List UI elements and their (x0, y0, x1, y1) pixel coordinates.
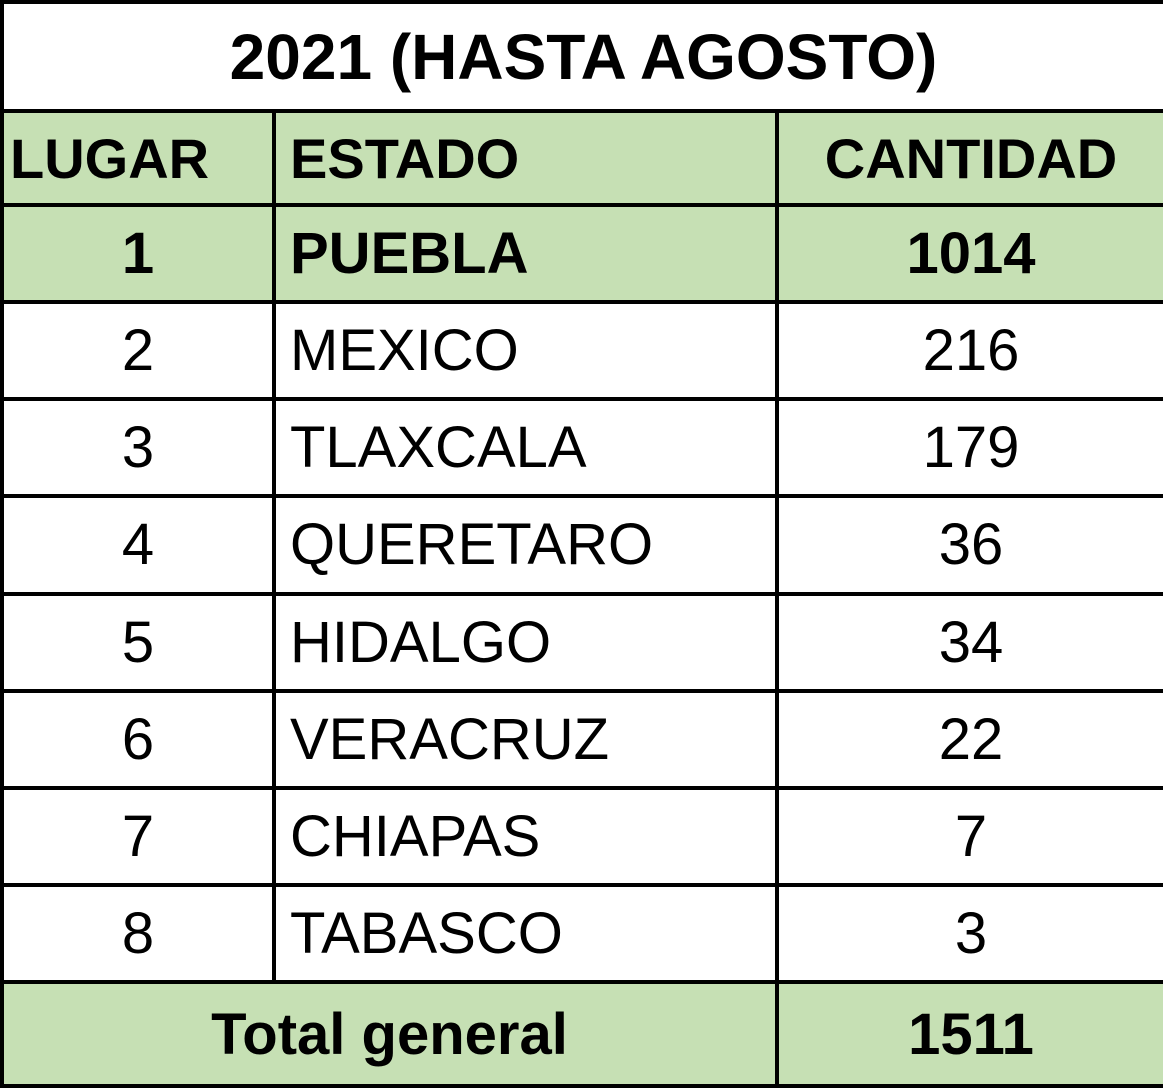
count-cell: 216 (774, 300, 1163, 402)
count-cell: 179 (774, 397, 1163, 499)
table-body: 1 PUEBLA 1014 2 MEXICO 216 3 TLAXCALA 179 4 QUERET… (0, 202, 1163, 985)
header-cell: LUGAR (0, 109, 276, 207)
rank-cell: 2 (0, 300, 276, 402)
count-cell: 36 (774, 494, 1163, 596)
count-cell: 7 (774, 785, 1163, 887)
count-cell: 22 (774, 688, 1163, 790)
total-label: Total general (0, 980, 779, 1088)
rank-cell: 1 (0, 202, 276, 305)
count-cell: 3 (774, 882, 1163, 985)
rank-cell: 4 (0, 494, 276, 596)
state-cell: TLAXCALA (272, 397, 779, 499)
table-row: 4 QUERETARO 36 (0, 494, 1163, 596)
rank-cell: 5 (0, 591, 276, 693)
rank-cell: 6 (0, 688, 276, 790)
title-row: 2021 (HASTA AGOSTO) (0, 0, 1163, 113)
table-row: 5 HIDALGO 34 (0, 591, 1163, 693)
rank-cell: 8 (0, 882, 276, 985)
state-cell: PUEBLA (272, 202, 779, 305)
state-cell: HIDALGO (272, 591, 779, 693)
table-row: 1 PUEBLA 1014 (0, 202, 1163, 305)
state-cell: TABASCO (272, 882, 779, 985)
header-cell: ESTADO (272, 109, 779, 207)
total-value: 1511 (774, 980, 1163, 1088)
total-row: Total general 1511 (0, 980, 1163, 1088)
header-cell: CANTIDAD (774, 109, 1163, 207)
state-cell: MEXICO (272, 300, 779, 402)
table-row: 8 TABASCO 3 (0, 882, 1163, 985)
table-row: 7 CHIAPAS 7 (0, 785, 1163, 887)
header-row: LUGAR ESTADO CANTIDAD (0, 109, 1163, 207)
rank-cell: 7 (0, 785, 276, 887)
count-cell: 1014 (774, 202, 1163, 305)
count-cell: 34 (774, 591, 1163, 693)
table-row: 6 VERACRUZ 22 (0, 688, 1163, 790)
rank-cell: 3 (0, 397, 276, 499)
table-row: 3 TLAXCALA 179 (0, 397, 1163, 499)
table-row: 2 MEXICO 216 (0, 300, 1163, 402)
state-cell: QUERETARO (272, 494, 779, 596)
state-cell: VERACRUZ (272, 688, 779, 790)
table-title: 2021 (HASTA AGOSTO) (0, 0, 1163, 113)
state-cell: CHIAPAS (272, 785, 779, 887)
